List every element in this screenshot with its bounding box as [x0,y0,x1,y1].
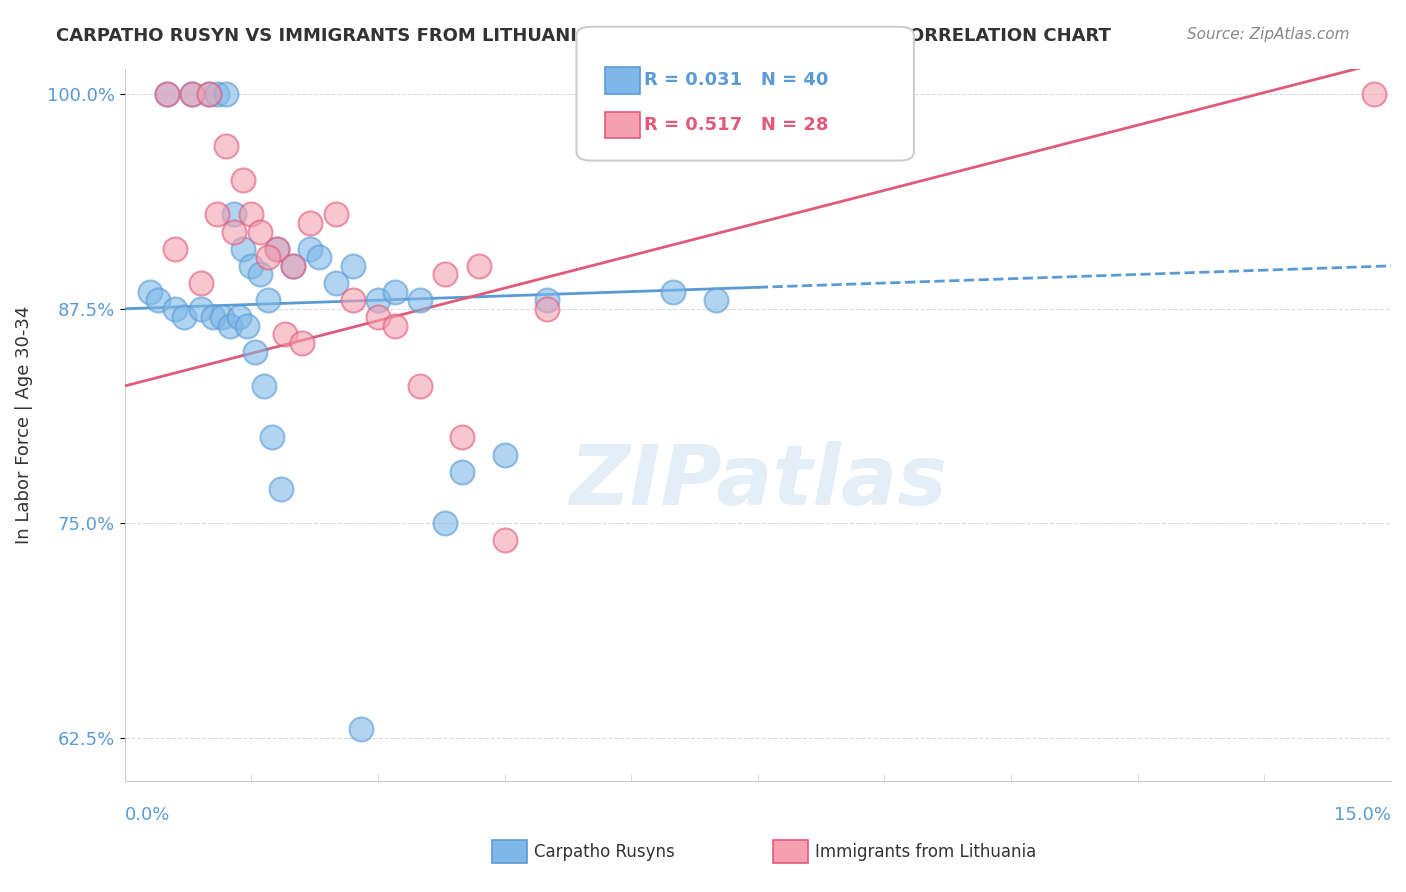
Point [451,465,474,479]
Point [240,259,263,273]
Text: 15.0%: 15.0% [1334,806,1391,824]
Point [662,285,685,299]
Point [536,301,558,316]
Point [219,318,242,333]
Point [409,293,432,308]
Point [494,448,516,462]
Point [299,216,322,230]
Point [274,327,297,342]
Text: R = 0.031   N = 40: R = 0.031 N = 40 [644,71,828,89]
Text: 0.0%: 0.0% [125,806,170,824]
Point [536,293,558,308]
Point [249,225,271,239]
Point [207,207,229,221]
Point [165,242,187,256]
Point [283,259,305,273]
Point [434,516,457,531]
Point [240,207,263,221]
Point [198,87,221,102]
Y-axis label: In Labor Force | Age 30-34: In Labor Force | Age 30-34 [15,305,32,544]
Point [342,259,364,273]
Point [181,87,204,102]
Point [704,293,727,308]
Point [1362,87,1385,102]
Point [232,242,254,256]
Point [190,276,212,290]
Point [384,285,406,299]
Point [384,318,406,333]
Point [232,173,254,187]
Point [325,276,347,290]
Point [409,379,432,393]
Point [367,293,389,308]
Point [245,344,267,359]
Point [224,207,246,221]
Point [451,430,474,444]
Text: R = 0.517   N = 28: R = 0.517 N = 28 [644,116,828,134]
Point [215,87,238,102]
Point [257,293,280,308]
Point [494,533,516,548]
Text: Carpatho Rusyns: Carpatho Rusyns [534,843,675,861]
Point [253,379,276,393]
Point [139,285,162,299]
Point [228,310,250,325]
Point [224,225,246,239]
Point [202,310,225,325]
Point [342,293,364,308]
Point [207,87,229,102]
Point [190,301,212,316]
Point [173,310,195,325]
Point [291,336,314,351]
Point [299,242,322,256]
Point [266,242,288,256]
Point [270,482,292,496]
Point [236,318,259,333]
Point [181,87,204,102]
Point [156,87,179,102]
Point [165,301,187,316]
Point [350,722,373,736]
Point [434,268,457,282]
Text: Immigrants from Lithuania: Immigrants from Lithuania [815,843,1036,861]
Text: Source: ZipAtlas.com: Source: ZipAtlas.com [1187,27,1350,42]
Text: ZIPatlas: ZIPatlas [569,441,946,522]
Point [249,268,271,282]
Point [367,310,389,325]
Point [211,310,233,325]
Point [148,293,170,308]
Point [262,430,284,444]
Point [215,138,238,153]
Point [283,259,305,273]
Point [308,250,330,264]
Text: CARPATHO RUSYN VS IMMIGRANTS FROM LITHUANIA IN LABOR FORCE | AGE 30-34 CORRELATI: CARPATHO RUSYN VS IMMIGRANTS FROM LITHUA… [56,27,1111,45]
Point [156,87,179,102]
Point [266,242,288,256]
Point [325,207,347,221]
Point [198,87,221,102]
Point [257,250,280,264]
Point [468,259,491,273]
